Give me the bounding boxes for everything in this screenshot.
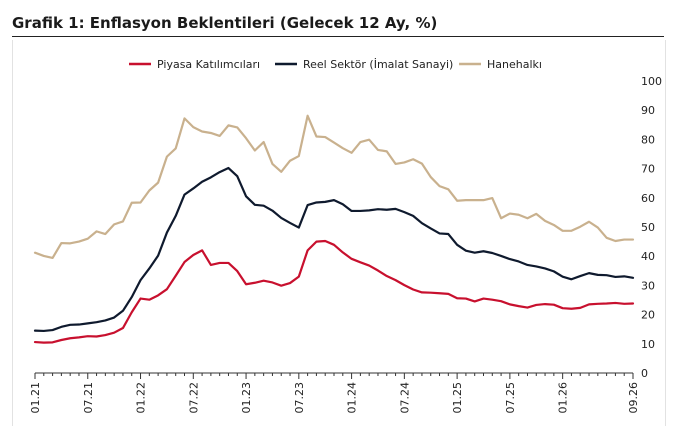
title-underline bbox=[12, 36, 664, 37]
legend-label: Hanehalkı bbox=[487, 58, 542, 71]
x-tick-label: 01.24 bbox=[346, 382, 359, 414]
chart-title: Grafik 1: Enflasyon Beklentileri (Gelece… bbox=[12, 14, 438, 32]
y-tick-label: 70 bbox=[641, 163, 655, 176]
series-line-3 bbox=[33, 114, 635, 260]
chart-panel: Piyasa Katılımcıları Reel Sektör (İmalat … bbox=[12, 40, 666, 426]
x-tick-label: 07.22 bbox=[187, 382, 200, 414]
y-tick-label: 40 bbox=[641, 250, 655, 263]
series-line-2 bbox=[33, 166, 635, 333]
line-chart: Piyasa Katılımcıları Reel Sektör (İmalat … bbox=[29, 58, 662, 414]
y-tick-label: 0 bbox=[641, 367, 648, 380]
legend: Piyasa Katılımcıları Reel Sektör (İmalat … bbox=[129, 58, 542, 71]
y-tick-label: 90 bbox=[641, 104, 655, 117]
x-tick-label: 07.25 bbox=[504, 382, 517, 414]
x-tick-label: 07.23 bbox=[293, 382, 306, 414]
legend-label: Reel Sektör (İmalat Sanayi) bbox=[303, 58, 453, 71]
x-tick-label: 01.23 bbox=[240, 382, 253, 414]
legend-label: Piyasa Katılımcıları bbox=[157, 58, 260, 71]
y-tick-label: 30 bbox=[641, 279, 655, 292]
x-tick-label: 09.26 bbox=[627, 382, 640, 414]
x-tick-label: 07.24 bbox=[398, 382, 411, 414]
x-tick-label: 01.21 bbox=[29, 382, 42, 414]
y-tick-label: 10 bbox=[641, 338, 655, 351]
x-tick-label: 01.25 bbox=[451, 382, 464, 414]
y-tick-label: 100 bbox=[641, 75, 662, 88]
x-tick-label: 01.26 bbox=[557, 382, 570, 414]
series-line-1 bbox=[33, 239, 635, 344]
x-tick-label: 01.22 bbox=[135, 382, 148, 414]
x-tick-label: 07.21 bbox=[82, 382, 95, 414]
y-tick-label: 80 bbox=[641, 133, 655, 146]
y-tick-label: 20 bbox=[641, 309, 655, 322]
y-tick-label: 60 bbox=[641, 192, 655, 205]
series-lines bbox=[33, 114, 635, 344]
y-tick-label: 50 bbox=[641, 221, 655, 234]
axes: 01.21 07.21 01.22 07.22 01.23 07.23 01.24 07.24… bbox=[29, 75, 662, 414]
